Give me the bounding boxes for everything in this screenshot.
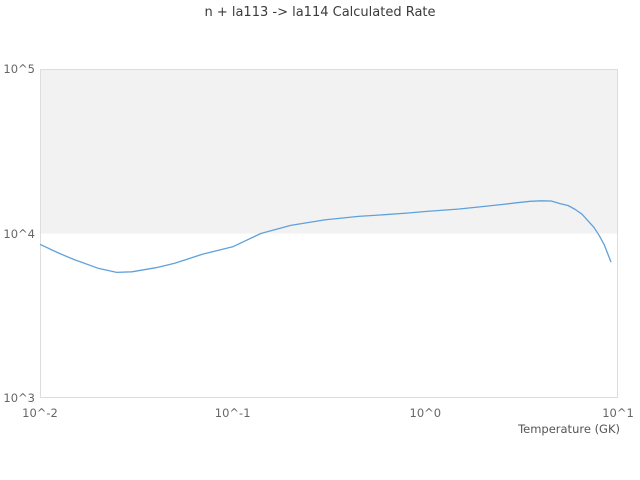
x-tick-label: 10^-1 xyxy=(214,406,251,420)
y-tick-label: 10^3 xyxy=(3,391,35,405)
x-tick-label: 10^-2 xyxy=(22,406,58,420)
y-tick-label: 10^4 xyxy=(3,226,35,241)
shaded-band xyxy=(40,69,618,234)
chart-title: n + la113 -> la114 Calculated Rate xyxy=(204,5,436,20)
plot-frame xyxy=(40,69,618,398)
x-tick-label: 10^1 xyxy=(602,406,634,420)
y-tick-label: 10^5 xyxy=(3,62,35,76)
x-axis-label: Temperature (GK) xyxy=(518,422,620,436)
rate-curve xyxy=(39,200,612,274)
x-tick-label: 10^0 xyxy=(409,406,442,420)
